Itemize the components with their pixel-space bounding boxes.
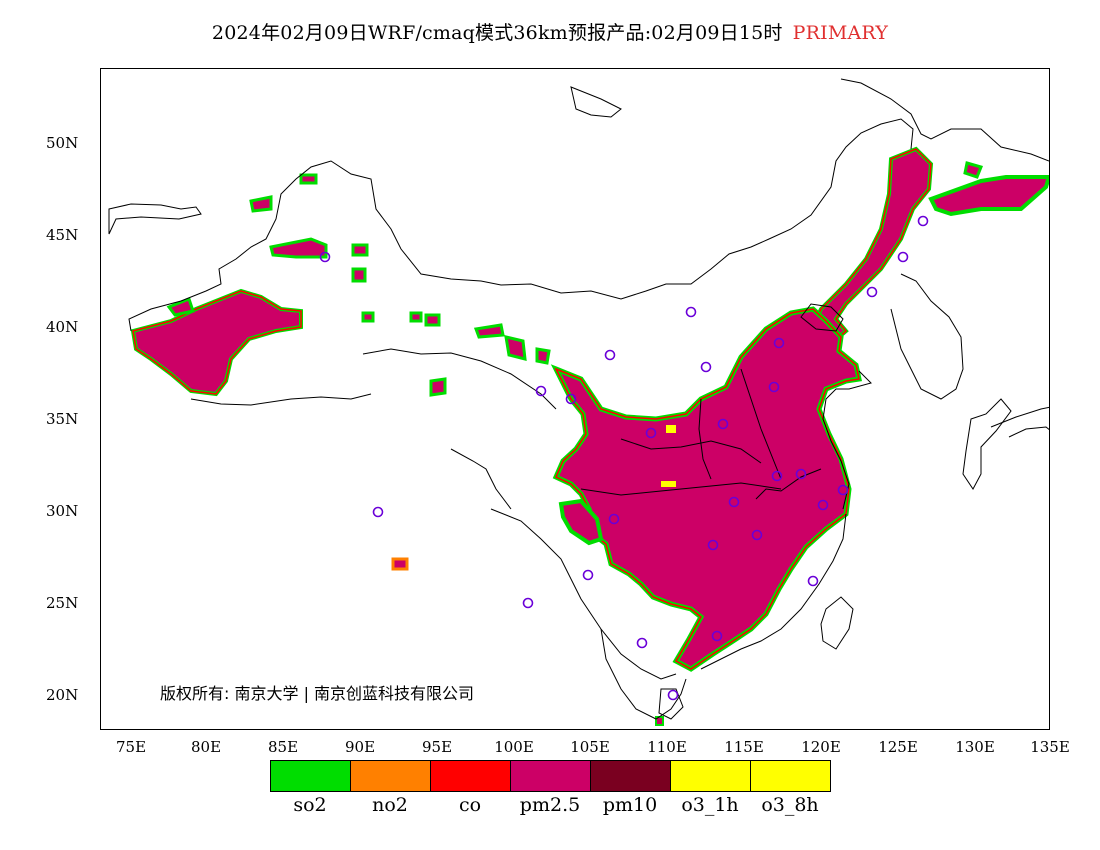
x-label-110e: 110E <box>647 738 687 756</box>
legend-swatch-so2 <box>271 761 351 791</box>
x-label-115e: 115E <box>724 738 764 756</box>
legend-swatch-co <box>431 761 511 791</box>
legend-swatch-pm10 <box>591 761 671 791</box>
x-label-130e: 130E <box>955 738 995 756</box>
legend-label-pm10: pm10 <box>602 794 658 816</box>
x-label-120e: 120E <box>801 738 841 756</box>
y-label-35n: 35N <box>46 410 79 428</box>
x-label-90e: 90E <box>344 738 376 756</box>
legend-swatch-pm25 <box>511 761 591 791</box>
legend-label-pm25: pm2.5 <box>519 794 581 816</box>
legend-swatch-o3-8h <box>751 761 830 791</box>
y-label-20n: 20N <box>46 686 79 704</box>
map-title: 2024年02月09日WRF/cmaq模式36km预报产品:02月09日15时 P… <box>0 18 1100 45</box>
legend-labels: so2 no2 co pm2.5 pm10 o3_1h o3_8h <box>270 794 830 816</box>
legend-label-no2: no2 <box>372 794 408 816</box>
legend-label-co: co <box>458 794 482 816</box>
y-label-45n: 45N <box>46 226 79 244</box>
legend-label-so2: so2 <box>293 794 327 816</box>
x-label-85e: 85E <box>267 738 299 756</box>
title-text: 2024年02月09日WRF/cmaq模式36km预报产品:02月09日15时 <box>211 22 783 44</box>
legend-label-o3-8h: o3_8h <box>761 794 819 816</box>
legend-swatch-no2 <box>351 761 431 791</box>
map-frame <box>100 68 1050 730</box>
x-label-80e: 80E <box>190 738 222 756</box>
map-canvas <box>108 78 1049 726</box>
legend-swatch-o3-1h <box>671 761 751 791</box>
copyright-text: 版权所有: 南京大学 | 南京创蓝科技有限公司 <box>160 684 475 703</box>
legend-bar <box>270 760 831 792</box>
x-label-100e: 100E <box>494 738 534 756</box>
station-markers <box>319 215 929 701</box>
pollution-regions <box>130 146 1049 726</box>
y-label-30n: 30N <box>46 502 79 520</box>
x-label-125e: 125E <box>878 738 918 756</box>
x-label-75e: 75E <box>115 738 147 756</box>
x-label-105e: 105E <box>570 738 610 756</box>
y-label-50n: 50N <box>46 134 79 152</box>
y-label-40n: 40N <box>46 318 79 336</box>
title-highlight: PRIMARY <box>792 22 889 44</box>
legend-label-o3-1h: o3_1h <box>681 794 739 816</box>
x-label-95e: 95E <box>421 738 453 756</box>
map-boundaries <box>108 78 1049 720</box>
x-label-135e: 135E <box>1030 738 1070 756</box>
y-label-25n: 25N <box>46 594 79 612</box>
